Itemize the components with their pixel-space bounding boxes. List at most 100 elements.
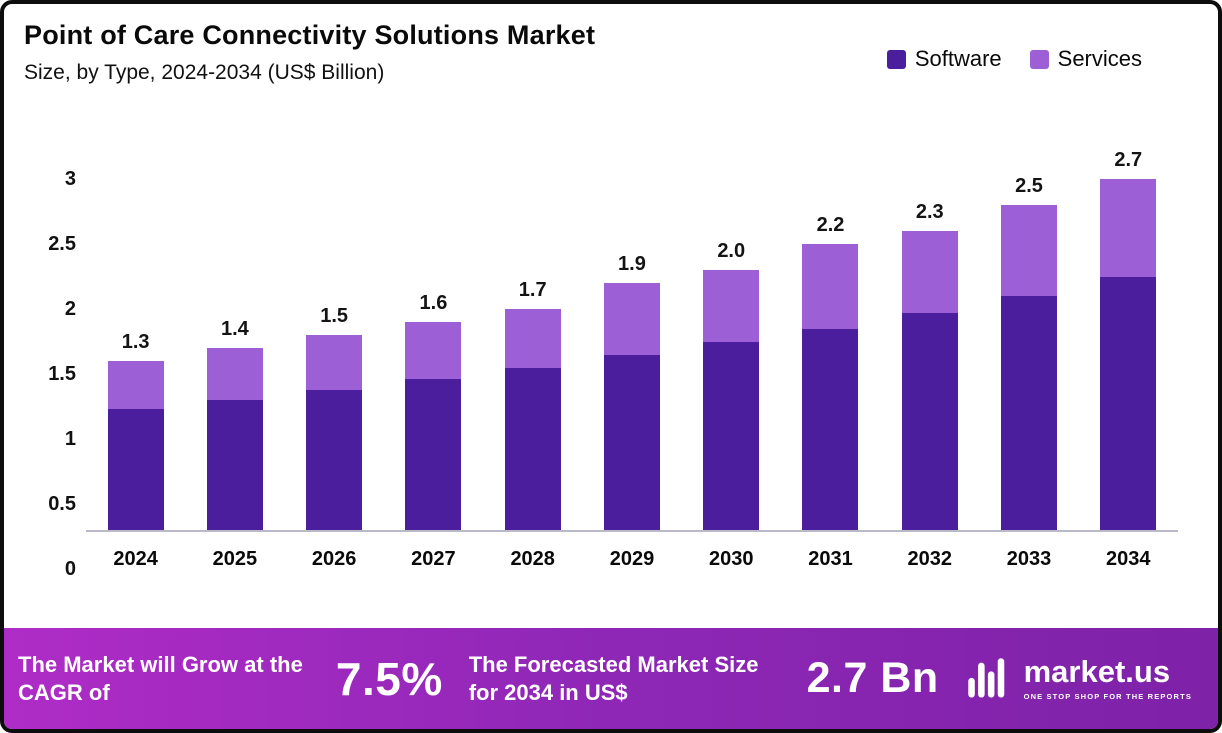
bottom-banner: The Market will Grow at the CAGR of 7.5%… (4, 628, 1218, 729)
bar-software-segment (1001, 296, 1058, 530)
bar-column: 1.5 (285, 142, 384, 530)
bar-services-segment (703, 270, 760, 342)
bar-column: 1.3 (86, 142, 185, 530)
x-tick-label: 2032 (907, 548, 953, 570)
bar-software-segment (1100, 276, 1157, 530)
x-tick-label: 2026 (311, 548, 357, 570)
bar-total-label: 2.3 (915, 201, 944, 224)
bar-total-label: 1.9 (618, 253, 646, 275)
cagr-text: The Market will Grow at the CAGR of (18, 652, 303, 705)
bar-services-segment (107, 361, 164, 410)
bar-stack (901, 231, 958, 530)
legend-label-services: Services (1057, 46, 1142, 71)
x-tick-label: 2033 (1006, 548, 1052, 570)
bar-services-segment (206, 348, 263, 400)
x-axis-labels: 2024 2025 2026 2027 2028 2029 2030 2031 2032 2033… (86, 548, 1178, 571)
y-tick-label: 2.5 (48, 233, 76, 255)
x-tick-label: 2024 (113, 548, 158, 570)
bar-total-label: 2.0 (717, 240, 746, 262)
bar-column: 1.6 (384, 142, 483, 530)
bar-stack (603, 283, 660, 530)
bar-software-segment (306, 389, 363, 530)
bar-software-segment (405, 379, 462, 530)
y-axis: 0 0.5 1 1.5 2 2.5 3 (28, 168, 86, 580)
bar-column: 2.7 (1079, 142, 1178, 530)
page-subtitle: Size, by Type, 2024-2034 (US$ Billion) (24, 61, 385, 84)
bar-total-label: 1.3 (121, 331, 150, 354)
bar-stack (107, 361, 164, 530)
bar-column: 2.0 (682, 142, 781, 530)
bar-total-label: 1.6 (419, 292, 448, 315)
marketus-logo-name: market.us (1023, 654, 1171, 690)
x-tick-label: 2029 (609, 548, 655, 570)
legend-label-software: Software (914, 46, 1002, 71)
bar-column: 1.7 (483, 142, 582, 530)
bar-stack (1001, 205, 1058, 530)
forecast-value: 2.7 Bn (806, 654, 939, 702)
bar-total-label: 1.4 (220, 318, 249, 340)
bar-services-segment (306, 335, 363, 390)
services-swatch (1029, 49, 1049, 69)
x-tick-label: 2028 (510, 548, 555, 570)
bar-software-segment (206, 400, 263, 530)
marketus-logo: market.us ONE STOP SHOP FOR THE REPORTS (965, 655, 1192, 703)
bar-stack (802, 244, 859, 530)
marketus-logo-tagline: ONE STOP SHOP FOR THE REPORTS (1023, 691, 1192, 701)
y-tick-label: 0.5 (48, 493, 76, 515)
bar-services-segment (405, 322, 462, 380)
bar-total-label: 1.5 (320, 305, 349, 328)
bar-services-segment (1100, 179, 1157, 277)
stacked-bar-chart: 0 0.5 1 1.5 2 2.5 3 1.3 1.4 1.5 1.6 1.7 1.9 2.0 2.2 2.… (28, 142, 1178, 580)
bar-stack (703, 270, 760, 530)
bar-software-segment (901, 312, 958, 530)
bar-column: 2.3 (880, 142, 979, 530)
x-tick-label: 2034 (1106, 548, 1151, 570)
bar-services-segment (802, 244, 859, 329)
bar-column: 2.5 (979, 142, 1078, 530)
bar-software-segment (603, 354, 660, 530)
bar-software-segment (504, 367, 561, 530)
y-tick-label: 1 (64, 428, 76, 450)
bar-software-segment (107, 409, 164, 530)
bar-services-segment (603, 283, 660, 355)
bar-stack (206, 348, 263, 530)
bar-total-label: 2.7 (1114, 149, 1143, 171)
y-tick-label: 1.5 (48, 363, 76, 385)
bar-total-label: 2.2 (816, 214, 845, 236)
bar-stack (306, 335, 363, 530)
page-title: Point of Care Connectivity Solutions Mar… (24, 20, 596, 50)
bar-services-segment (504, 309, 561, 368)
bar-stack (405, 322, 462, 530)
plot-area: 1.3 1.4 1.5 1.6 1.7 1.9 2.0 2.2 2.3 2.5 2.7 (86, 142, 1178, 532)
marketus-logo-texts: market.us ONE STOP SHOP FOR THE REPORTS (1024, 656, 1192, 701)
chart-header: Point of Care Connectivity Solutions Mar… (4, 4, 1218, 85)
bar-stack (1100, 179, 1157, 530)
x-tick-label: 2025 (212, 548, 258, 570)
bar-column: 1.9 (582, 142, 681, 530)
bar-total-label: 1.7 (518, 279, 547, 301)
x-tick-label: 2031 (808, 548, 853, 570)
bar-column: 2.2 (781, 142, 880, 530)
legend-item-software: Software (886, 46, 1002, 72)
legend-item-services: Services (1029, 46, 1142, 72)
software-swatch (886, 49, 906, 69)
bar-stack (504, 309, 561, 530)
forecast-text: The Forecasted Market Size for 2034 in U… (468, 652, 759, 705)
y-tick-label: 3 (64, 168, 76, 190)
bar-software-segment (703, 341, 760, 530)
bar-services-segment (901, 231, 958, 313)
x-tick-label: 2030 (708, 548, 754, 570)
cagr-value: 7.5% (335, 652, 443, 705)
bar-total-label: 2.5 (1015, 175, 1043, 197)
y-tick-label: 0 (64, 558, 76, 580)
chart-section: 0 0.5 1 1.5 2 2.5 3 1.3 1.4 1.5 1.6 1.7 1.9 2.0 2.2 2.… (4, 85, 1218, 628)
marketus-logo-icon (967, 657, 1004, 698)
x-tick-label: 2027 (411, 548, 456, 570)
bar-software-segment (802, 328, 859, 530)
plot-wrap: 1.3 1.4 1.5 1.6 1.7 1.9 2.0 2.2 2.3 2.5 2.7 2024 20… (86, 142, 1178, 571)
y-tick-label: 2 (64, 298, 76, 320)
legend: Software Services (886, 46, 1142, 72)
bar-column: 1.4 (185, 142, 284, 530)
bar-services-segment (1001, 205, 1058, 296)
